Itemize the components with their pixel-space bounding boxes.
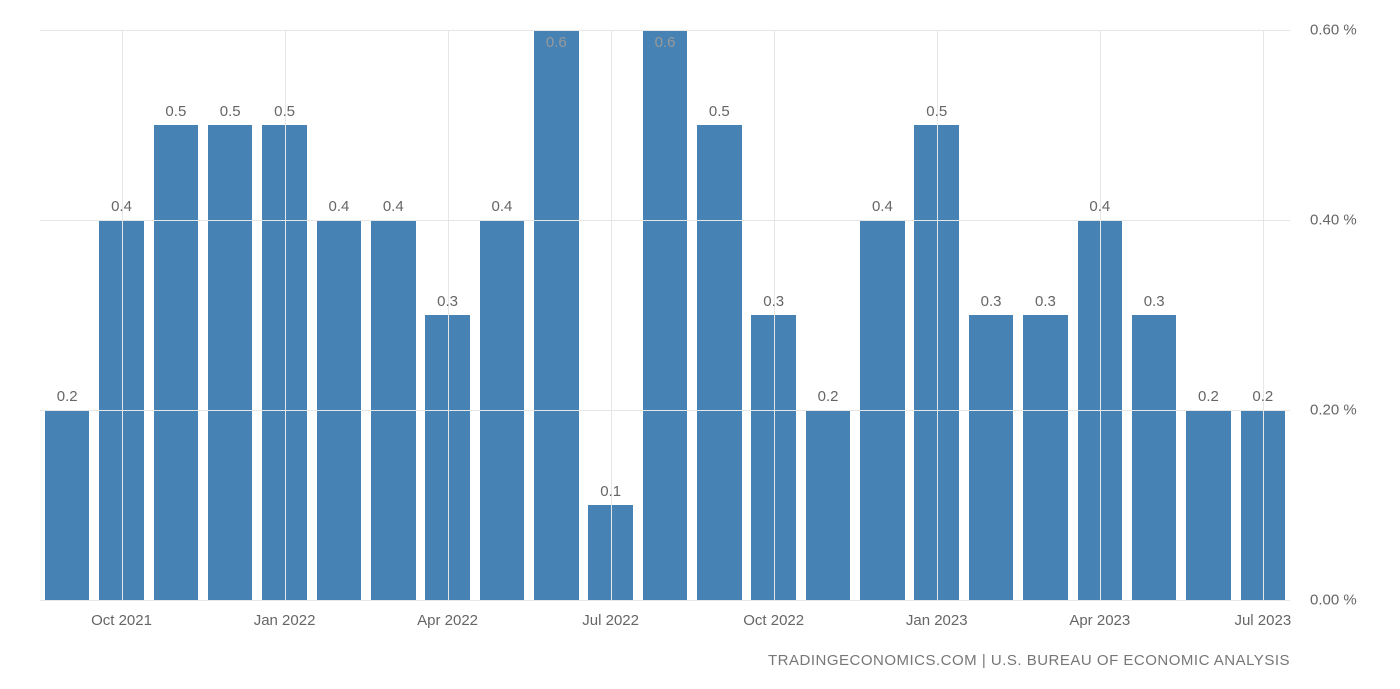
bar xyxy=(208,125,253,600)
x-axis-label: Oct 2021 xyxy=(91,612,152,629)
v-gridline xyxy=(1263,30,1264,600)
x-axis-label: Oct 2022 xyxy=(743,612,804,629)
v-gridline xyxy=(448,30,449,600)
x-axis-label: Jul 2023 xyxy=(1234,612,1291,629)
bar-value-label: 0.3 xyxy=(437,293,458,310)
y-axis-label: 0.40 % xyxy=(1310,212,1357,229)
bar xyxy=(1023,315,1068,600)
bar-value-label: 0.4 xyxy=(492,198,513,215)
bar-value-label: 0.2 xyxy=(1252,388,1273,405)
y-axis-label: 0.00 % xyxy=(1310,592,1357,609)
x-axis-label: Apr 2022 xyxy=(417,612,478,629)
gridline xyxy=(40,600,1290,601)
bar-value-label: 0.4 xyxy=(328,198,349,215)
gridline xyxy=(40,220,1290,221)
x-axis-label: Jul 2022 xyxy=(582,612,639,629)
bar-value-label: 0.5 xyxy=(274,103,295,120)
bar xyxy=(697,125,742,600)
v-gridline xyxy=(611,30,612,600)
bar xyxy=(154,125,199,600)
bar xyxy=(534,30,579,600)
bar-value-label: 0.2 xyxy=(1198,388,1219,405)
gridline xyxy=(40,30,1290,31)
bar-value-label: 0.3 xyxy=(1144,293,1165,310)
bar-value-label: 0.4 xyxy=(111,198,132,215)
bar xyxy=(806,410,851,600)
bar-value-label: 0.3 xyxy=(981,293,1002,310)
bar-value-label: 0.5 xyxy=(926,103,947,120)
gridline xyxy=(40,410,1290,411)
bar xyxy=(1186,410,1231,600)
bar-value-label: 0.5 xyxy=(220,103,241,120)
x-axis-label: Jan 2023 xyxy=(906,612,968,629)
bar-value-label: 0.4 xyxy=(383,198,404,215)
bar-value-label: 0.4 xyxy=(872,198,893,215)
bar-value-label: 0.2 xyxy=(57,388,78,405)
bar-value-label: 0.5 xyxy=(709,103,730,120)
bar-value-label: 0.3 xyxy=(763,293,784,310)
bar-value-label: 0.1 xyxy=(600,483,621,500)
y-axis-label: 0.20 % xyxy=(1310,402,1357,419)
bar xyxy=(45,410,90,600)
v-gridline xyxy=(774,30,775,600)
bar xyxy=(643,30,688,600)
bar xyxy=(969,315,1014,600)
bar-value-label: 0.6 xyxy=(546,34,567,51)
bar xyxy=(1132,315,1177,600)
x-axis-label: Apr 2023 xyxy=(1069,612,1130,629)
source-attribution: TRADINGECONOMICS.COM | U.S. BUREAU OF EC… xyxy=(768,652,1290,669)
bar-value-label: 0.2 xyxy=(818,388,839,405)
x-axis-label: Jan 2022 xyxy=(254,612,316,629)
bar-value-label: 0.5 xyxy=(165,103,186,120)
v-gridline xyxy=(1100,30,1101,600)
v-gridline xyxy=(122,30,123,600)
bar-value-label: 0.3 xyxy=(1035,293,1056,310)
bar-value-label: 0.4 xyxy=(1089,198,1110,215)
y-axis-label: 0.60 % xyxy=(1310,22,1357,39)
bar-value-label: 0.6 xyxy=(655,34,676,51)
chart-container: TRADINGECONOMICS.COM | U.S. BUREAU OF EC… xyxy=(0,0,1400,689)
